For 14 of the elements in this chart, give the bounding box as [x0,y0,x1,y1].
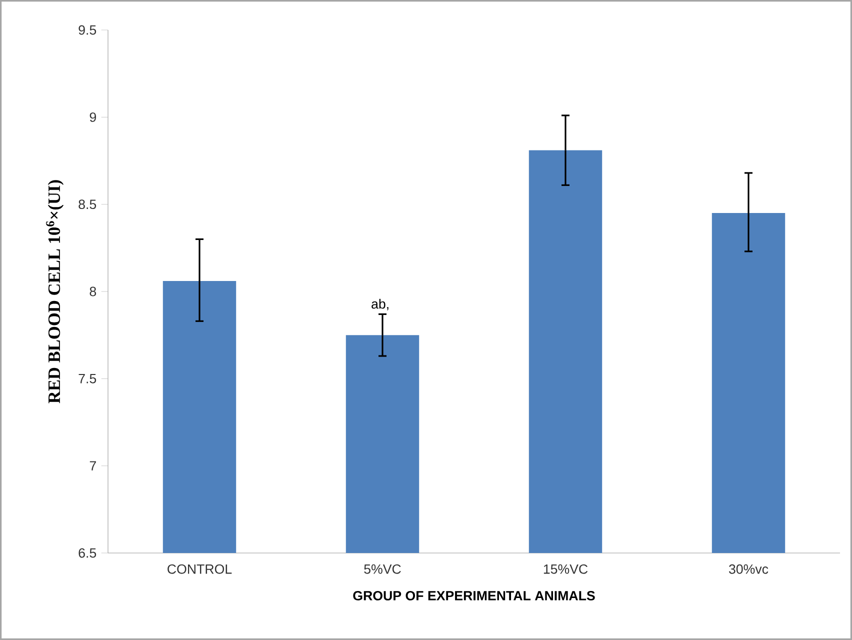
x-tick-label: 5%VC [364,564,401,574]
annotation: ab, [372,298,388,310]
y-tick-label: 8 [90,286,96,296]
y-tick-label: 9.5 [78,25,96,35]
y-tick-label: 7.5 [78,374,96,384]
y-tick-label: 8.5 [78,200,96,210]
y-tick-label: 6.5 [78,548,96,558]
y-tick-label: 7 [90,461,96,470]
x-axis-title: GROUP OF EXPERIMENTAL ANIMALS [353,590,595,600]
y-tick-label: 9 [90,112,96,122]
x-tick-label: 15%VC [544,564,588,574]
y-axis-title: RED BLOOD CELL 10$^{6}$×(UI) [46,180,64,404]
x-tick-label: 30%vc [729,564,768,574]
x-tick-label: CONTROL [168,564,232,574]
